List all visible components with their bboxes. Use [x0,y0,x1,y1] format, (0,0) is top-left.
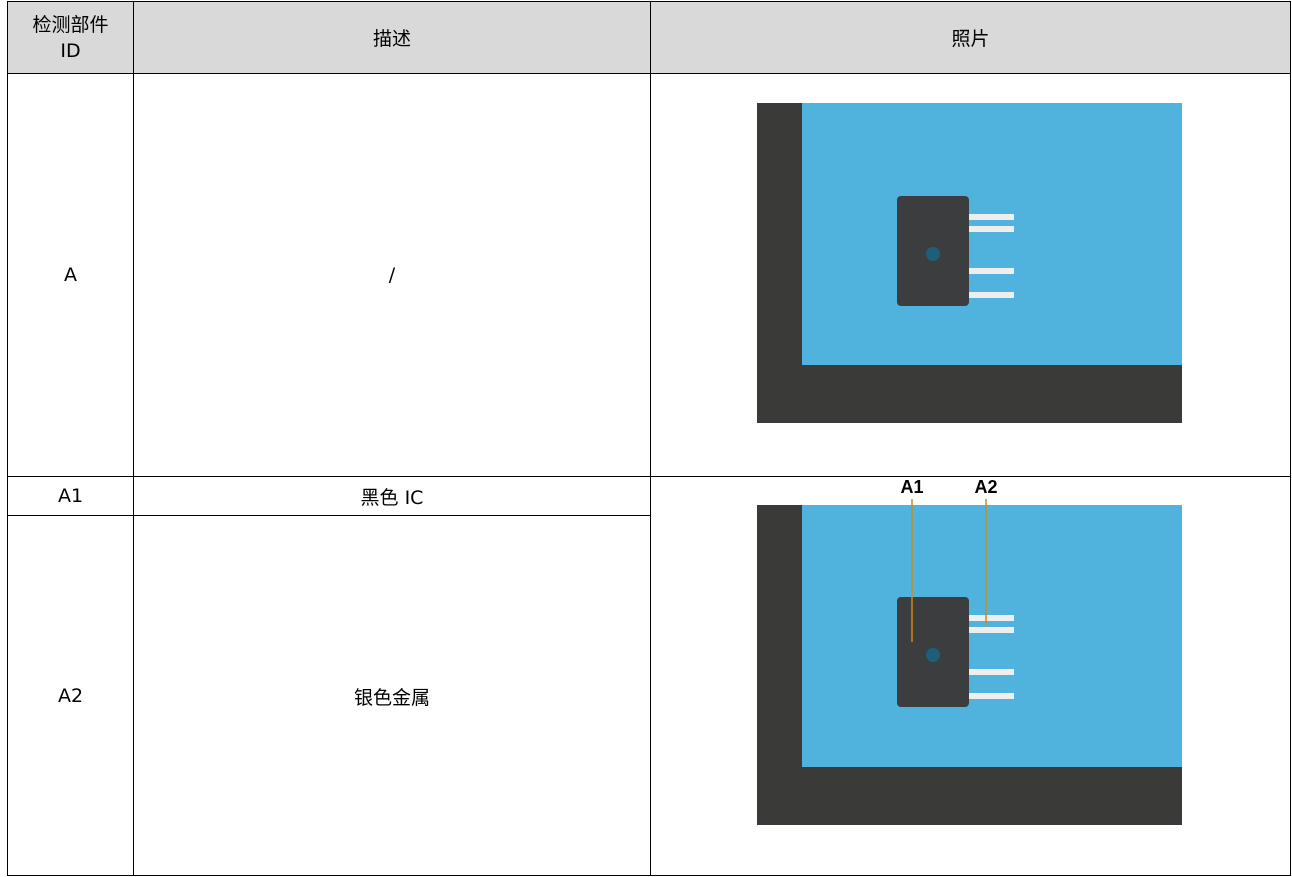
photo: A1 A2 [757,477,1182,827]
border [1290,1,1291,876]
photo-label: A2 [974,477,997,497]
border [7,476,1291,477]
border [7,1,1291,2]
id-cell: A [64,264,77,286]
header-cell: 照片 [651,2,1290,73]
desc-cell: 黑色 IC [360,486,424,509]
header-cell: 检测部件 ID [8,2,133,73]
desc-cell: 银色金属 [353,686,430,709]
desc-cell: / [388,264,396,286]
border [7,1,8,876]
photo-label: A1 [900,477,923,497]
border [7,515,651,516]
id-cell: A1 [57,485,84,507]
border [7,73,1291,74]
id-cell: A2 [57,685,84,707]
border [7,875,1291,876]
photo [757,74,1182,426]
header-cell: 描述 [134,2,650,73]
border [133,1,134,876]
border [650,1,651,876]
